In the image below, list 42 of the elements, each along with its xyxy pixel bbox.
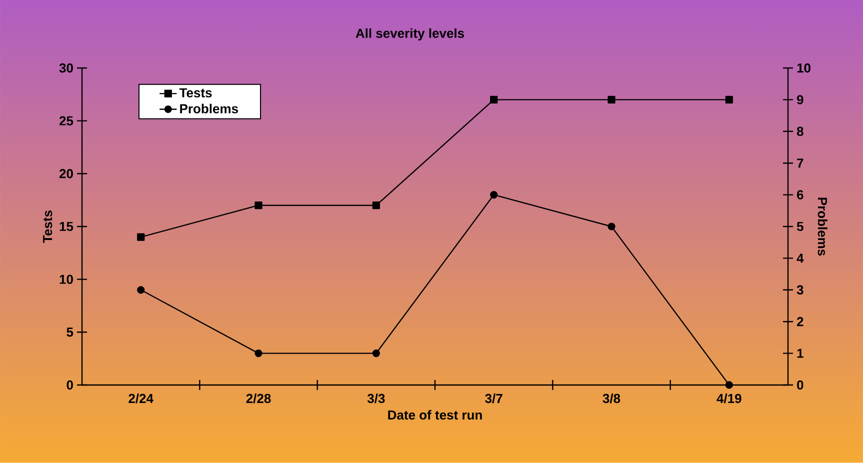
- legend-label: Problems: [180, 104, 238, 114]
- y2-tick-label: 7: [797, 158, 804, 168]
- point: [725, 96, 733, 104]
- x-tick-label: 3/7: [485, 394, 502, 404]
- y2-tick-label: 1: [797, 348, 804, 358]
- y-axis-title: Tests: [43, 210, 52, 243]
- x-tick-label: 2/28: [246, 394, 271, 404]
- x-tick-label: 2/24: [128, 394, 154, 404]
- y-tick-label: 20: [59, 169, 73, 178]
- y2-tick-label: 5: [796, 222, 804, 232]
- x-axis-title: Date of test run: [388, 410, 482, 420]
- legend-label: Tests: [179, 88, 212, 98]
- y2-tick-label: 8: [796, 126, 804, 136]
- point: [608, 222, 616, 230]
- y2-tick-label: 0: [797, 380, 804, 390]
- x-tick-label: 4/19: [716, 394, 742, 404]
- x-tick-label: 3/3: [367, 394, 385, 404]
- y-tick-label: 0: [66, 380, 73, 390]
- point: [490, 190, 498, 199]
- point: [254, 349, 262, 358]
- y-tick-label: 10: [60, 274, 73, 284]
- point: [137, 286, 145, 294]
- chart-title: All severity levels: [356, 28, 464, 40]
- y-tick-label: 5: [66, 328, 74, 337]
- x-tick-label: 3/8: [602, 394, 620, 404]
- y2-tick-label: 6: [797, 190, 804, 200]
- point: [725, 381, 733, 389]
- y2-tick-label: 4: [796, 254, 804, 263]
- y2-tick-label: 10: [797, 63, 810, 73]
- point: [490, 96, 498, 104]
- point: [608, 96, 616, 104]
- y-tick-label: 25: [59, 116, 74, 126]
- y2-tick-label: 2: [796, 317, 804, 326]
- y2-axis-title: Problems: [818, 198, 828, 256]
- point: [372, 349, 380, 358]
- y-tick-label: 30: [59, 63, 73, 73]
- point: [137, 233, 145, 241]
- y2-tick-label: 9: [796, 95, 804, 104]
- y2-tick-label: 3: [796, 285, 804, 294]
- point: [372, 202, 380, 210]
- y-tick-label: 15: [60, 222, 74, 232]
- point: [254, 202, 262, 210]
